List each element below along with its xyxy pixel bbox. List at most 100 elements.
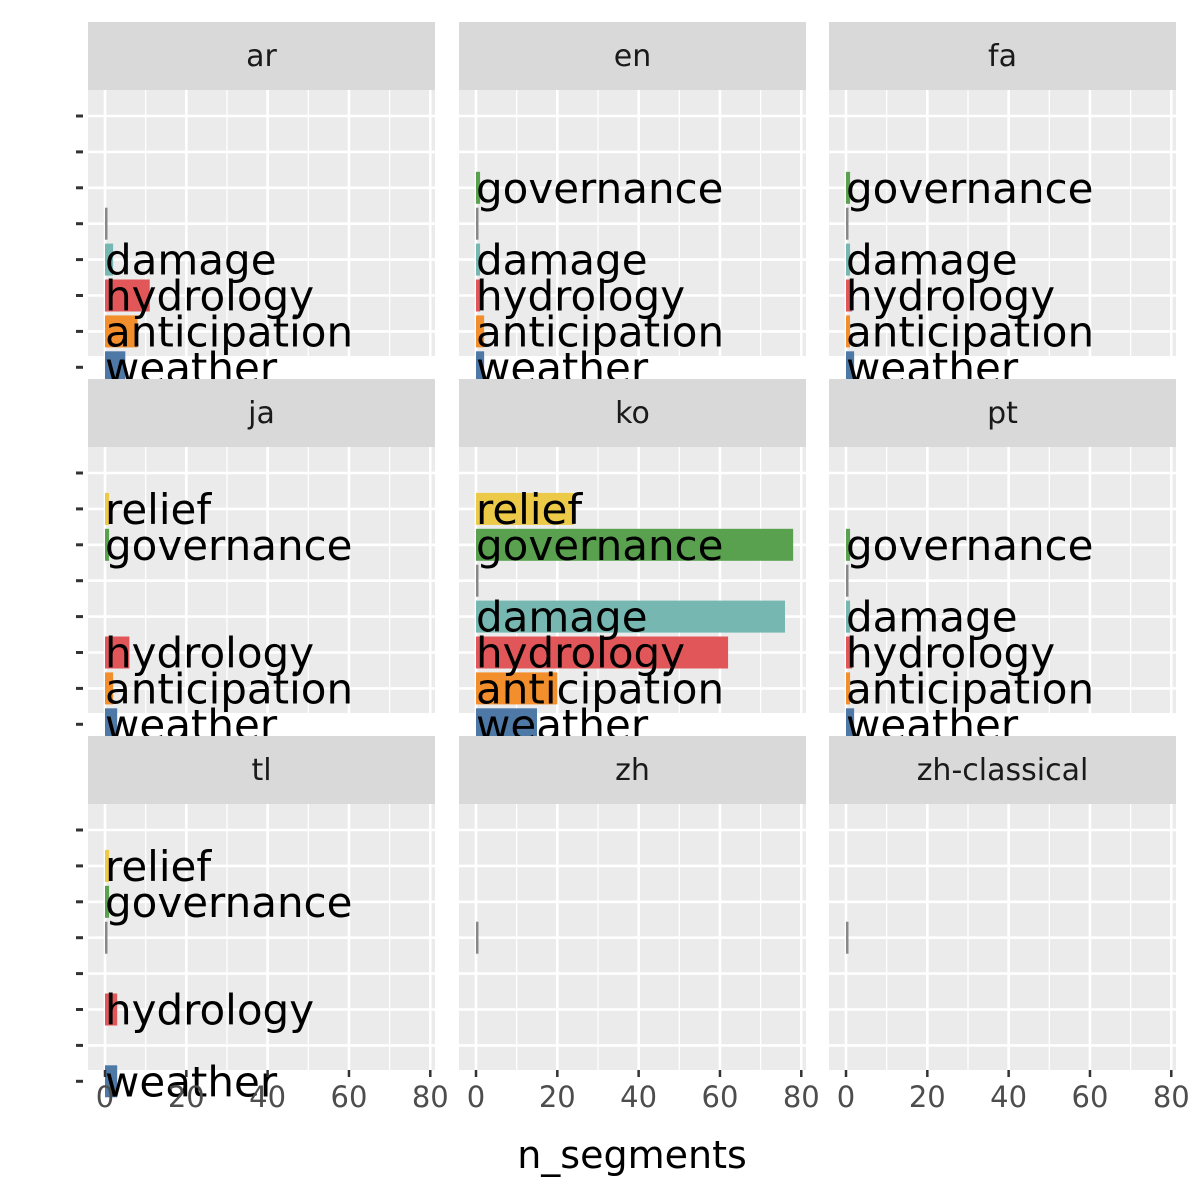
facet-ja: jaweatheranticipationhydrologygovernance…	[76, 379, 435, 749]
facet-strip-label: zh-classical	[917, 753, 1089, 788]
bar-blank	[476, 564, 479, 597]
bar-label-hydrology: hydrology	[846, 629, 1055, 678]
bar-label-hydrology: hydrology	[846, 272, 1055, 321]
x-tick-label: 0	[837, 1080, 855, 1114]
bar-hydrology	[846, 636, 853, 669]
bar-weather	[476, 708, 537, 741]
bar-relief	[476, 492, 574, 525]
bar-blank	[105, 207, 108, 240]
bar-label-governance: governance	[846, 521, 1094, 570]
bar-governance	[105, 528, 110, 561]
facet-strip	[459, 22, 806, 90]
facet-fa: faweatheranticipationhydrologydamagegove…	[829, 22, 1176, 392]
facet-zh-classical: zh-classical 0 20 40 60 80	[829, 736, 1190, 1114]
bar-label-damage: damage	[476, 593, 648, 642]
bar-weather	[105, 351, 126, 384]
bar-relief	[105, 849, 110, 882]
x-tick-label: 0	[467, 1080, 485, 1114]
bar-anticipation	[105, 315, 138, 348]
bar-label-anticipation: anticipation	[476, 307, 724, 356]
bar-damage	[105, 243, 114, 276]
bar-hydrology	[105, 636, 130, 669]
bar-label-hydrology: hydrology	[476, 272, 685, 321]
x-tick-label: 20	[909, 1080, 946, 1114]
x-tick-label: 60	[331, 1080, 368, 1114]
bar-hydrology	[476, 279, 481, 312]
x-tick-label: 40	[620, 1080, 657, 1114]
bar-anticipation	[476, 672, 558, 705]
facet-strip-label: ko	[615, 396, 650, 431]
facet-en: enweatheranticipationhydrologydamagegove…	[459, 22, 806, 392]
bar-label-hydrology: hydrology	[105, 272, 314, 321]
bar-weather	[105, 1065, 118, 1098]
bar-governance	[476, 171, 481, 204]
bar-anticipation	[105, 672, 114, 705]
facet-strip-label: en	[614, 39, 651, 74]
facet-strip-label: ja	[247, 396, 275, 431]
bar-label-governance: governance	[105, 521, 353, 570]
facet-strip-label: fa	[988, 39, 1017, 74]
bar-anticipation	[846, 315, 851, 348]
facet-strip	[88, 22, 435, 90]
bar-blank	[846, 921, 849, 954]
facet-strip	[88, 379, 435, 447]
bar-damage	[476, 243, 481, 276]
bar-label-governance: governance	[476, 521, 724, 570]
bar-governance	[105, 885, 110, 918]
x-tick-label: 80	[412, 1080, 449, 1114]
bar-hydrology	[476, 636, 729, 669]
bar-weather	[105, 708, 118, 741]
bar-label-anticipation: anticipation	[105, 307, 353, 356]
bar-anticipation	[846, 672, 851, 705]
bar-label-relief: relief	[105, 842, 212, 891]
facet-panels: arweatheranticipationhydrologydamageenwe…	[76, 22, 1190, 1114]
bar-label-damage: damage	[476, 236, 648, 285]
bar-blank	[846, 207, 849, 240]
facet-ko: koweatheranticipationhydrologydamagegove…	[459, 379, 806, 749]
facet-strip	[829, 22, 1176, 90]
bar-label-anticipation: anticipation	[105, 664, 353, 713]
bar-label-governance: governance	[105, 878, 353, 927]
bar-label-anticipation: anticipation	[846, 307, 1094, 356]
bar-damage	[476, 600, 786, 633]
bar-damage	[846, 600, 851, 633]
bar-relief	[105, 492, 110, 525]
facet-strip-label: tl	[251, 753, 271, 788]
facet-strip-label: pt	[987, 396, 1018, 431]
bar-hydrology	[846, 279, 853, 312]
bar-weather	[846, 351, 855, 384]
bar-hydrology	[105, 279, 150, 312]
bar-label-anticipation: anticipation	[476, 664, 724, 713]
bar-label-damage: damage	[846, 593, 1018, 642]
bar-blank	[846, 564, 849, 597]
bar-governance	[846, 528, 851, 561]
bar-damage	[846, 243, 851, 276]
bar-weather	[476, 351, 485, 384]
facet-strip-label: zh	[615, 753, 650, 788]
facet-strip	[829, 736, 1176, 804]
bar-governance	[846, 171, 851, 204]
facet-strip	[459, 736, 806, 804]
bar-label-relief: relief	[105, 485, 212, 534]
bar-label-anticipation: anticipation	[846, 664, 1094, 713]
facet-strip-label: ar	[246, 39, 277, 74]
x-tick-label: 60	[1072, 1080, 1109, 1114]
bar-blank	[476, 207, 479, 240]
bar-label-damage: damage	[846, 236, 1018, 285]
x-tick-label: 20	[168, 1080, 205, 1114]
bar-weather	[846, 708, 855, 741]
bar-governance	[476, 528, 794, 561]
x-tick-label: 40	[249, 1080, 286, 1114]
x-tick-label: 40	[990, 1080, 1027, 1114]
bar-hydrology	[105, 993, 118, 1026]
facet-pt: ptweatheranticipationhydrologydamagegove…	[829, 379, 1176, 749]
bar-label-hydrology: hydrology	[476, 629, 685, 678]
bar-blank	[105, 921, 108, 954]
x-tick-label: 80	[783, 1080, 820, 1114]
x-tick-label: 60	[702, 1080, 739, 1114]
x-tick-label: 80	[1153, 1080, 1190, 1114]
bar-label-hydrology: hydrology	[105, 629, 314, 678]
